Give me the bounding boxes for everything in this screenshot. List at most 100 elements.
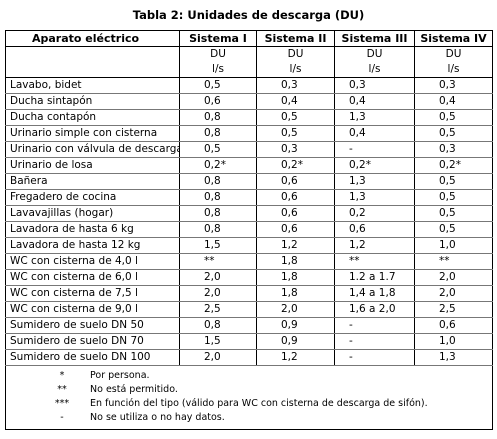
- value-cell: 0,5: [414, 173, 493, 190]
- value-cell: 0,6: [334, 221, 415, 238]
- row-label: WC con cisterna de 4,0 l: [5, 253, 180, 270]
- unit: l/s: [447, 63, 460, 75]
- value-cell: 0,8: [179, 125, 257, 142]
- value-cell: 0,5: [179, 141, 257, 158]
- footnote-symbol: *: [59, 370, 65, 381]
- row-label: Urinario simple con cisterna: [5, 125, 180, 142]
- value-cell: 1,3: [334, 173, 415, 190]
- value-cell: 0,8: [179, 173, 257, 190]
- unit: DU: [445, 48, 462, 60]
- data-row: Urinario simple con cisterna 0,8 0,5 0,4 0,5: [5, 125, 493, 142]
- data-row: Bañera 0,8 0,6 1,3 0,5: [5, 173, 493, 190]
- value-cell: 1,4 a 1,8: [334, 285, 415, 302]
- value-cell: 1,6 a 2,0: [334, 301, 415, 318]
- data-row: Lavabo, bidet 0,5 0,3 0,3 0,3: [5, 77, 493, 94]
- row-label: Bañera: [5, 173, 180, 190]
- table: Aparato eléctrico Sistema I Sistema II Sist…: [5, 30, 493, 430]
- value-cell: 0,6: [179, 93, 257, 110]
- value-cell: 1,0: [414, 333, 493, 350]
- value-cell: 0,2*: [414, 157, 493, 174]
- row-label: Lavadora de hasta 6 kg: [5, 221, 180, 238]
- value-cell: 0,2: [334, 205, 415, 222]
- units-cell: DU l/s: [256, 46, 335, 78]
- value-cell: -: [334, 141, 415, 158]
- column-header: Sistema IV: [414, 30, 493, 47]
- row-label: Lavabo, bidet: [5, 77, 180, 94]
- value-cell: 1,3: [334, 189, 415, 206]
- value-cell: 1.2 a 1.7: [334, 269, 415, 286]
- column-header: Sistema III: [334, 30, 415, 47]
- value-cell: 0,8: [179, 205, 257, 222]
- footnote-symbol: ***: [54, 398, 70, 409]
- value-cell: 0,6: [256, 173, 335, 190]
- value-cell: **: [179, 253, 257, 270]
- data-row: Urinario con válvula de descarga 0,5 0,3-0…: [5, 141, 493, 158]
- data-row: WC con cisterna de 7,5 l 2,0 1,8 1,4 a 1,8 2…: [5, 285, 493, 302]
- value-cell: 0,2*: [334, 157, 415, 174]
- data-row: Sumidero de suelo DN 50 0,8 0,9-0,6: [5, 317, 493, 334]
- column-header: Sistema II: [256, 30, 335, 47]
- value-cell: -: [334, 317, 415, 334]
- data-row: Lavavajillas (hogar) 0,8 0,6 0,2 0,5: [5, 205, 493, 222]
- value-cell: 0,8: [179, 221, 257, 238]
- value-cell: 2,0: [414, 269, 493, 286]
- data-row: Fregadero de cocina 0,8 0,6 1,3 0,5: [5, 189, 493, 206]
- data-row: Ducha sintapón 0,6 0,4 0,4 0,4: [5, 93, 493, 110]
- value-cell: 1,5: [179, 333, 257, 350]
- data-row: Urinario de losa 0,2* 0,2* 0,2* 0,2*: [5, 157, 493, 174]
- unit: l/s: [368, 63, 381, 75]
- footnote: *** En función del tipo (válido para WC c…: [7, 397, 493, 411]
- value-cell: 1,0: [414, 237, 493, 254]
- footnote-text: No está permitido.: [90, 384, 178, 395]
- value-cell: 0,5: [414, 125, 493, 142]
- value-cell: 1,5: [179, 237, 257, 254]
- unit: DU: [287, 48, 304, 60]
- footnote: * Por persona.: [7, 369, 493, 383]
- value-cell: 0,2*: [256, 157, 335, 174]
- units-row: DU l/s DU l/s DU l/s DU l/s: [5, 46, 493, 78]
- row-label: Ducha sintapón: [5, 93, 180, 110]
- data-row: WC con cisterna de 4,0 l ** 1,8 ** **: [5, 253, 493, 270]
- value-cell: 0,5: [179, 77, 257, 94]
- value-cell: 2,0: [179, 349, 257, 366]
- value-cell: 0,5: [414, 205, 493, 222]
- table-title: Tabla 2: Unidades de descarga (DU): [132, 8, 365, 22]
- row-label: Urinario de losa: [5, 157, 180, 174]
- value-cell: 0,3: [414, 77, 493, 94]
- value-cell: 0,5: [414, 109, 493, 126]
- row-label: Fregadero de cocina: [5, 189, 180, 206]
- row-label: WC con cisterna de 9,0 l: [5, 301, 180, 318]
- data-row: Ducha contapón 0,8 0,5 1,3 0,5: [5, 109, 493, 126]
- value-cell: 0,5: [256, 125, 335, 142]
- unit: l/s: [289, 63, 302, 75]
- value-cell: 0,2*: [179, 157, 257, 174]
- value-cell: 0,3: [414, 141, 493, 158]
- value-cell: 2,5: [414, 301, 493, 318]
- footnote-text: No se utiliza o no hay datos.: [90, 412, 225, 423]
- value-cell: 1,2: [256, 349, 335, 366]
- row-label: Lavavajillas (hogar): [5, 205, 180, 222]
- value-cell: 0,3: [256, 77, 335, 94]
- footnote-text: En función del tipo (válido para WC con …: [90, 398, 428, 409]
- value-cell: 0,4: [334, 125, 415, 142]
- empty-cell: [5, 46, 180, 78]
- value-cell: 1,2: [256, 237, 335, 254]
- value-cell: 1,8: [256, 269, 335, 286]
- value-cell: 1,8: [256, 253, 335, 270]
- row-label: Sumidero de suelo DN 100: [5, 349, 180, 366]
- value-cell: 2,0: [179, 285, 257, 302]
- footnote-symbol: -: [60, 412, 64, 423]
- value-cell: 2,0: [414, 285, 493, 302]
- value-cell: 0,6: [256, 221, 335, 238]
- value-cell: 1,2: [334, 237, 415, 254]
- value-cell: **: [334, 253, 415, 270]
- value-cell: 2,0: [256, 301, 335, 318]
- units-cell: DU l/s: [179, 46, 257, 78]
- value-cell: 1,3: [414, 349, 493, 366]
- row-label: WC con cisterna de 6,0 l: [5, 269, 180, 286]
- data-row: Sumidero de suelo DN 100 2,0 1,2-1,3: [5, 349, 493, 366]
- value-cell: 0,3: [256, 141, 335, 158]
- value-cell: 0,5: [414, 189, 493, 206]
- value-cell: -: [334, 349, 415, 366]
